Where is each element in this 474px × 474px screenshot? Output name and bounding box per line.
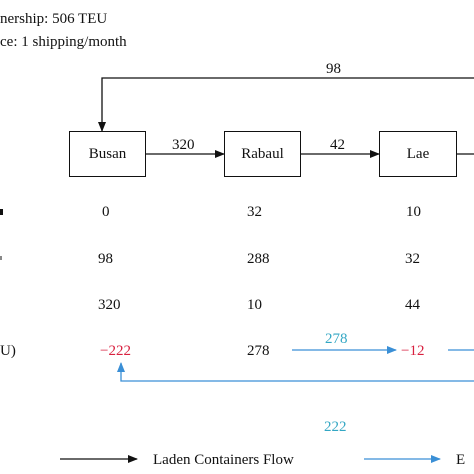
flow-label-top-loop: 98 <box>326 61 341 77</box>
row1-rabaul: 32 <box>247 204 262 220</box>
row3-busan: 320 <box>98 297 121 313</box>
row2-busan: 98 <box>98 251 113 267</box>
row2-lae: 32 <box>405 251 420 267</box>
port-busan: Busan <box>69 131 146 177</box>
row3-lae: 44 <box>405 297 420 313</box>
flow-label-rabaul-lae: 42 <box>330 137 345 153</box>
empty-flow-label-222: 222 <box>324 419 347 435</box>
loop-arrow-98 <box>98 77 474 132</box>
header-capacity: nership: 506 TEU <box>0 11 108 27</box>
port-lae: Lae <box>379 131 457 177</box>
legend-laden-label: Laden Containers Flow <box>153 452 294 468</box>
row1-marker <box>0 209 3 215</box>
row1-lae: 10 <box>406 204 421 220</box>
row2-rabaul: 288 <box>247 251 270 267</box>
empty-flow-label-278: 278 <box>325 331 348 347</box>
row4-rabaul: 278 <box>247 343 270 359</box>
flow-label-busan-rabaul: 320 <box>172 137 195 153</box>
header-frequency: ce: 1 shipping/month <box>0 34 127 50</box>
port-rabaul: Rabaul <box>224 131 301 177</box>
row4-lae: −12 <box>401 343 425 359</box>
legend-empty-label: E <box>456 452 466 468</box>
empty-return-arrow-222 <box>117 362 474 382</box>
row3-rabaul: 10 <box>247 297 262 313</box>
row4-busan: −222 <box>100 343 131 359</box>
row2-marker <box>0 256 2 260</box>
row1-busan: 0 <box>102 204 110 220</box>
row4-label: U) <box>0 343 16 359</box>
